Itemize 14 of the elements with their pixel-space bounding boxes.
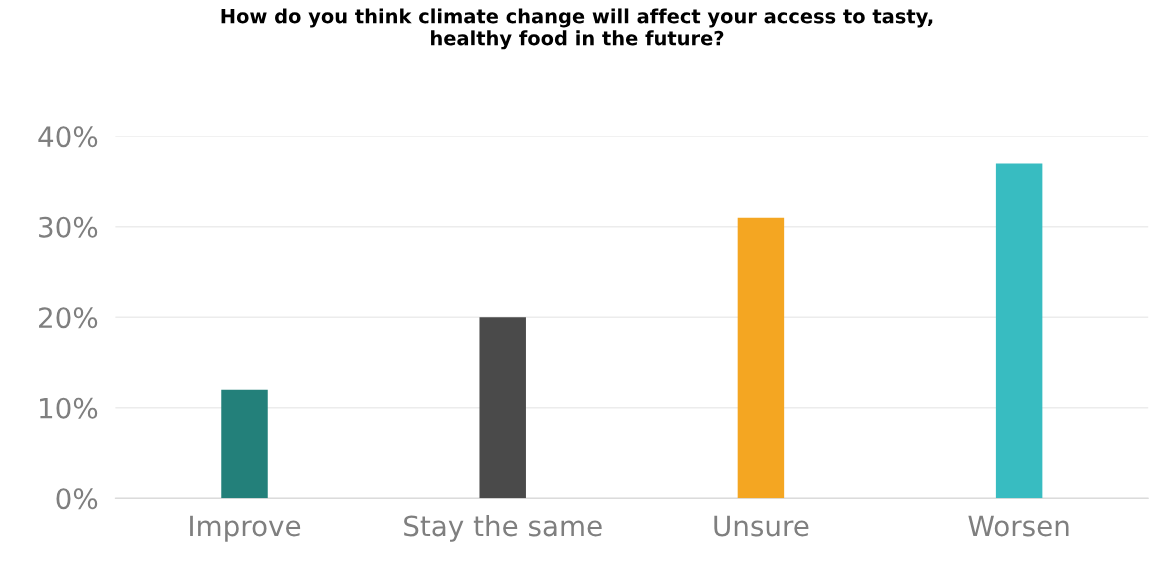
y-tick-label: 10%: [40, 397, 98, 419]
bar: [737, 217, 785, 499]
chart-title: How do you think climate change will affect your access to tasty, healthy food in the future?: [221, 8, 933, 50]
x-tick-label: Stay the same: [404, 514, 602, 542]
y-tick-label: 30%: [39, 216, 98, 238]
y-tick-label: 20%: [39, 307, 98, 329]
y-tick-label: 40%: [38, 126, 98, 148]
x-tick-label: Improve: [190, 515, 301, 542]
x-tick-label: Unsure: [714, 515, 809, 537]
bar: [479, 317, 526, 499]
bar: [995, 163, 1043, 499]
x-tick-label: Worsen: [968, 515, 1069, 537]
y-tick-label: 0%: [56, 488, 98, 510]
bar: [221, 389, 268, 499]
